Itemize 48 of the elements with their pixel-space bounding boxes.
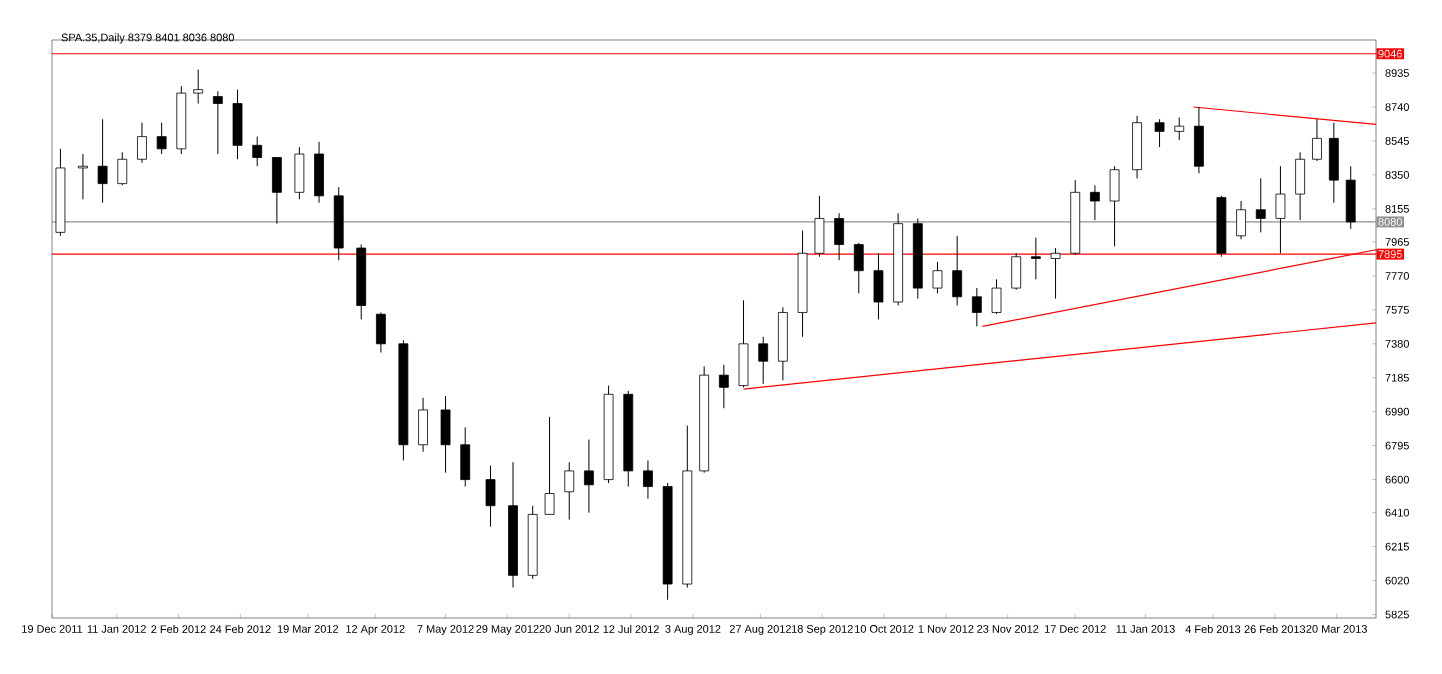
candlestick xyxy=(294,146,305,200)
candlestick xyxy=(232,89,243,160)
candlestick xyxy=(1194,106,1204,174)
candlestick xyxy=(991,278,1002,315)
candlestick xyxy=(1011,252,1022,291)
candlestick xyxy=(156,122,167,155)
candlestick xyxy=(271,157,282,225)
candlestick xyxy=(834,212,844,261)
candlestick xyxy=(117,151,128,186)
candlestick xyxy=(718,364,729,409)
candlestick xyxy=(252,136,263,167)
candlestick xyxy=(873,252,884,320)
candlestick xyxy=(1174,116,1185,141)
candlestick xyxy=(1328,122,1339,204)
candlestick xyxy=(1030,237,1041,280)
candlestick xyxy=(1236,200,1246,240)
candlestick xyxy=(97,118,108,204)
candlestick xyxy=(418,397,428,453)
candlestick xyxy=(1295,151,1306,221)
candlestick xyxy=(193,69,204,105)
candlestick xyxy=(1275,165,1286,254)
candlestick xyxy=(376,311,386,353)
candlestick xyxy=(1132,115,1142,179)
candlestick xyxy=(584,439,594,514)
candlestick xyxy=(78,153,88,200)
candlestick xyxy=(440,395,451,474)
candlestick xyxy=(1050,247,1061,300)
candlestick xyxy=(1154,118,1165,148)
candlestick xyxy=(1090,184,1100,221)
candlestick xyxy=(952,235,963,306)
candlestick xyxy=(814,195,825,258)
candlestick xyxy=(971,287,982,327)
candlestick xyxy=(544,416,555,515)
candlestick xyxy=(1109,165,1120,247)
candlestick xyxy=(460,426,471,488)
candlestick xyxy=(1255,177,1266,233)
candlestick xyxy=(314,141,324,204)
candlestick xyxy=(1345,165,1356,230)
candlestick xyxy=(212,90,223,155)
candlestick xyxy=(485,465,496,528)
candlestick xyxy=(1312,118,1322,162)
candlestick xyxy=(564,461,575,521)
candlestick xyxy=(738,299,749,388)
candlestick xyxy=(758,336,769,385)
candlestick xyxy=(643,459,653,500)
candlestick xyxy=(932,261,943,294)
candlestick xyxy=(853,242,864,294)
candlestick xyxy=(137,122,147,164)
